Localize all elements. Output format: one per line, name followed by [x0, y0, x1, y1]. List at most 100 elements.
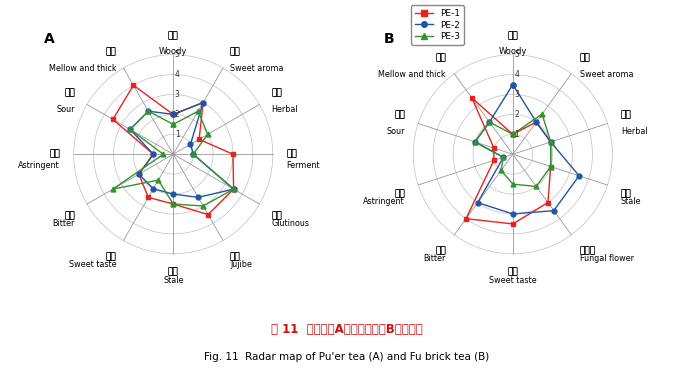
Text: 菌花香: 菌花香	[579, 246, 596, 255]
FZ-1	[544, 201, 552, 205]
Text: Woody: Woody	[499, 47, 527, 56]
FZ-2	[499, 155, 507, 160]
FZ-3	[509, 132, 517, 137]
FZ-3	[538, 112, 546, 116]
Text: 陈香: 陈香	[168, 268, 179, 277]
PE-3	[194, 109, 202, 113]
Text: 苦味: 苦味	[435, 246, 446, 255]
PE-2	[149, 186, 157, 191]
FZ-3	[547, 164, 555, 169]
PE-3	[204, 132, 212, 137]
Text: Herbal: Herbal	[621, 127, 647, 136]
FZ-1	[509, 132, 517, 137]
Text: Woody: Woody	[159, 47, 187, 56]
Line: FZ-2: FZ-2	[473, 82, 581, 217]
Text: 枣香: 枣香	[230, 253, 240, 262]
PE-1	[134, 172, 143, 176]
Text: 渋味: 渋味	[394, 189, 405, 198]
PE-1	[169, 112, 177, 117]
Text: 菌花香: 菌花香	[579, 246, 596, 255]
Text: Sweet taste: Sweet taste	[69, 260, 116, 269]
Text: Sour: Sour	[387, 127, 405, 136]
Text: A: A	[44, 32, 55, 46]
Legend: PE-1, PE-2, PE-3: PE-1, PE-2, PE-3	[412, 5, 464, 45]
Text: 甜香: 甜香	[230, 47, 240, 56]
Text: 2: 2	[175, 110, 179, 119]
PE-3	[159, 152, 168, 157]
Text: 药香: 药香	[621, 110, 631, 119]
PE-2	[126, 127, 134, 132]
PE-2	[194, 195, 202, 200]
PE-1	[130, 83, 138, 87]
Text: Bitter: Bitter	[423, 254, 446, 263]
Text: 醇厚: 醇厚	[435, 54, 446, 62]
PE-2	[169, 112, 177, 117]
PE-2	[169, 112, 177, 117]
Text: Ferment: Ferment	[287, 161, 320, 170]
Text: 陈香: 陈香	[621, 189, 631, 198]
PE-3	[229, 187, 238, 191]
FZ-3	[499, 155, 507, 160]
Text: 甜味: 甜味	[106, 253, 116, 262]
Text: 甜味: 甜味	[507, 268, 518, 277]
Text: 3: 3	[175, 90, 179, 99]
Text: Fig. 11  Radar map of Pu'er tea (A) and Fu brick tea (B): Fig. 11 Radar map of Pu'er tea (A) and F…	[204, 352, 489, 362]
Text: 渋味: 渋味	[394, 189, 405, 198]
FZ-1	[532, 120, 541, 124]
PE-2	[186, 142, 195, 147]
FZ-3	[485, 120, 493, 124]
PE-3	[169, 122, 177, 126]
Text: Stale: Stale	[163, 276, 184, 285]
Text: 渋味: 渋味	[49, 150, 60, 159]
PE-3	[189, 152, 198, 157]
Line: PE-1: PE-1	[110, 83, 236, 217]
Text: 5: 5	[175, 50, 179, 59]
Text: 药香: 药香	[621, 110, 631, 119]
FZ-2	[509, 82, 517, 87]
Text: Fungal flower: Fungal flower	[579, 254, 633, 263]
Text: 酸味: 酸味	[394, 110, 405, 119]
FZ-3	[497, 168, 505, 173]
Text: 苦味: 苦味	[435, 246, 446, 255]
PE-2	[229, 187, 238, 191]
Text: 酵气: 酵气	[287, 150, 297, 159]
Text: 木香: 木香	[507, 32, 518, 41]
Text: Sour: Sour	[56, 106, 75, 115]
Text: 糯香: 糯香	[272, 211, 282, 220]
PE-3	[154, 178, 162, 182]
Text: 药香: 药香	[272, 89, 282, 97]
PE-1	[169, 112, 177, 117]
Text: 5: 5	[514, 50, 519, 59]
Text: 4: 4	[514, 70, 519, 79]
Text: Mellow and thick: Mellow and thick	[378, 70, 446, 79]
Text: 酸味: 酸味	[64, 89, 75, 97]
PE-1	[204, 212, 212, 217]
Line: FZ-3: FZ-3	[473, 112, 553, 189]
Text: Herbal: Herbal	[272, 106, 298, 115]
Text: 醇厚: 醇厚	[435, 54, 446, 62]
Text: 甜味: 甜味	[507, 268, 518, 277]
Text: Bitter: Bitter	[53, 219, 75, 228]
PE-3	[199, 204, 207, 208]
Text: Sweet taste: Sweet taste	[489, 276, 536, 285]
PE-3	[169, 202, 177, 206]
PE-3	[144, 109, 152, 113]
Text: 1: 1	[175, 130, 179, 139]
PE-2	[149, 152, 157, 157]
Text: B: B	[384, 32, 395, 46]
Text: 3: 3	[514, 90, 519, 99]
PE-3	[126, 127, 134, 132]
FZ-1	[509, 132, 517, 137]
Text: 图 11  普洱茶（A）与茅砖茶（B）雷达图: 图 11 普洱茶（A）与茅砖茶（B）雷达图	[271, 323, 422, 336]
Text: 陈香: 陈香	[621, 189, 631, 198]
Text: 酵气: 酵气	[287, 150, 297, 159]
Text: 酸味: 酸味	[64, 89, 75, 97]
Text: 木香: 木香	[168, 32, 179, 41]
Text: 甜味: 甜味	[106, 253, 116, 262]
Line: PE-3: PE-3	[110, 109, 236, 208]
PE-1	[199, 100, 207, 105]
FZ-2	[550, 208, 558, 213]
PE-1	[109, 117, 117, 122]
Text: 陈香: 陈香	[168, 268, 179, 277]
FZ-3	[471, 140, 479, 144]
